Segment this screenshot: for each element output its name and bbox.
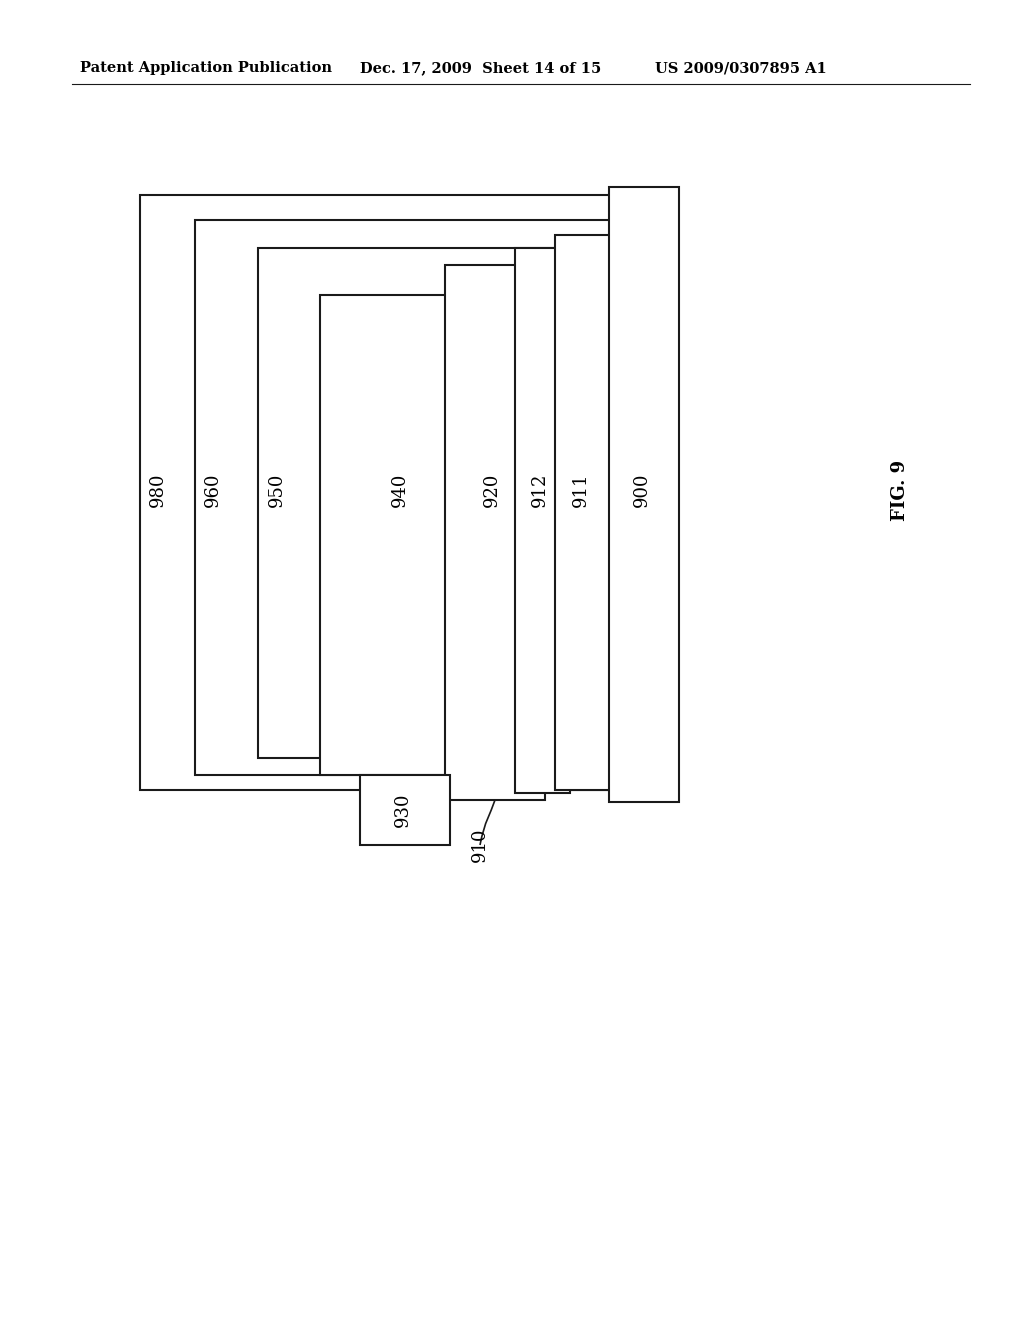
Bar xyxy=(555,235,610,789)
Text: 900: 900 xyxy=(633,473,651,507)
Bar xyxy=(258,248,645,758)
Bar xyxy=(140,195,645,789)
Bar xyxy=(609,187,679,803)
Text: 910: 910 xyxy=(471,828,489,862)
Text: US 2009/0307895 A1: US 2009/0307895 A1 xyxy=(655,61,826,75)
Bar xyxy=(515,248,570,793)
Text: FIG. 9: FIG. 9 xyxy=(891,459,909,520)
Bar xyxy=(360,775,450,845)
Text: 940: 940 xyxy=(391,473,409,507)
Text: 950: 950 xyxy=(268,473,286,507)
Bar xyxy=(445,265,545,800)
Text: 911: 911 xyxy=(572,473,590,507)
Bar xyxy=(195,220,645,775)
Text: Dec. 17, 2009  Sheet 14 of 15: Dec. 17, 2009 Sheet 14 of 15 xyxy=(360,61,601,75)
Text: 920: 920 xyxy=(483,473,501,507)
Text: Patent Application Publication: Patent Application Publication xyxy=(80,61,332,75)
Text: 960: 960 xyxy=(204,473,222,507)
Text: 912: 912 xyxy=(531,473,549,507)
Text: 930: 930 xyxy=(394,793,412,828)
Bar xyxy=(319,294,485,775)
Text: 980: 980 xyxy=(150,473,167,507)
